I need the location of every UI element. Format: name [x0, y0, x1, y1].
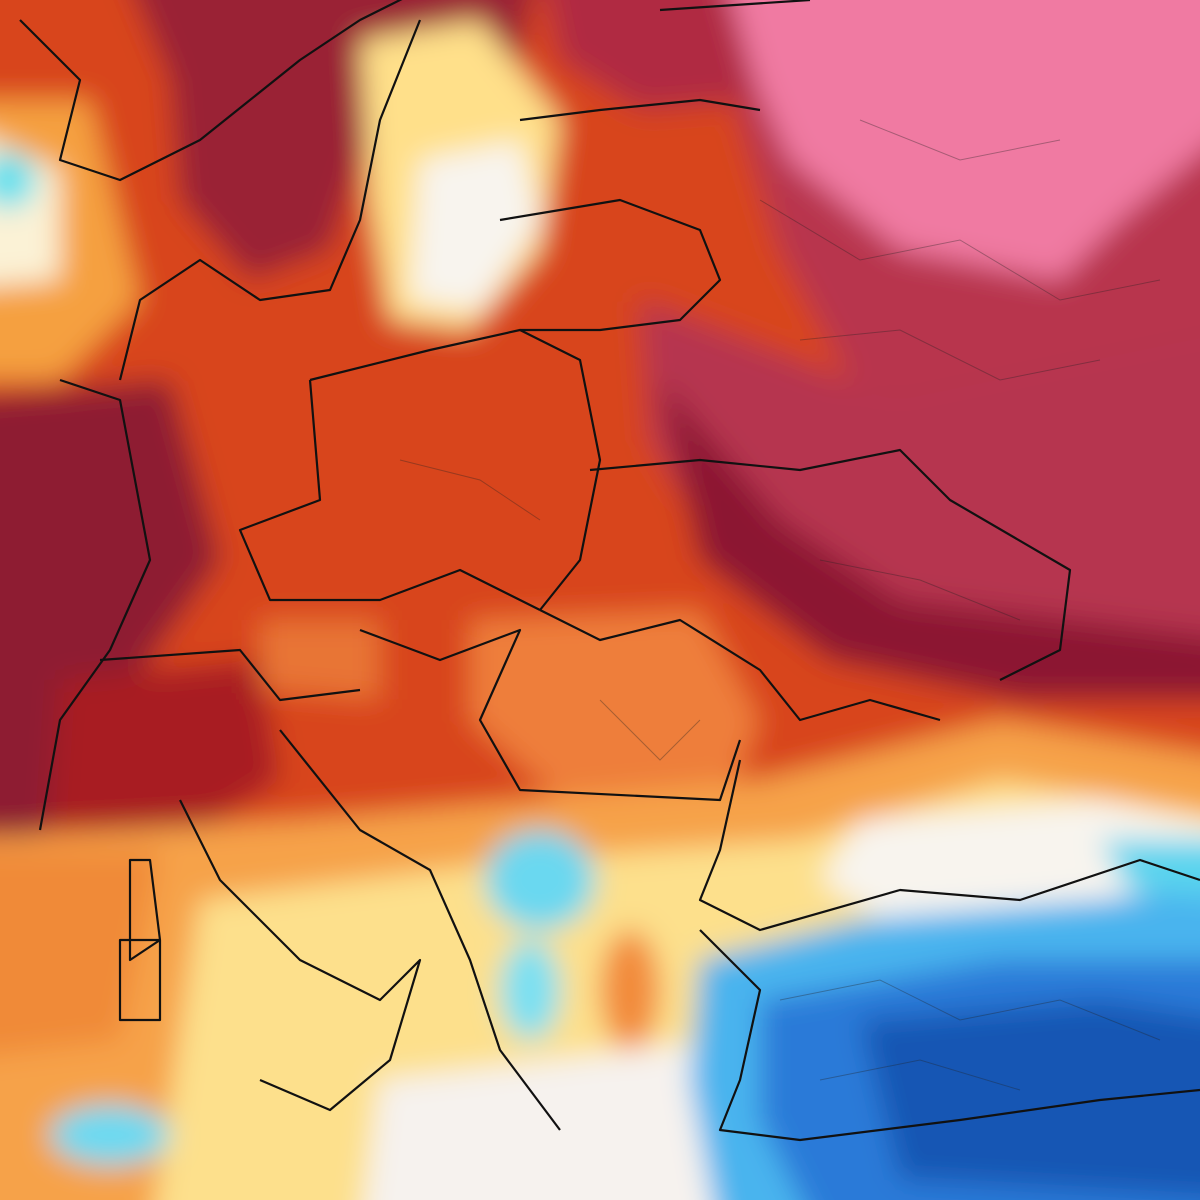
field-sw-cyan — [50, 1105, 170, 1165]
field-aegean-orange — [600, 930, 660, 1050]
field-greece-cyan — [500, 940, 560, 1040]
field-austria-orange — [260, 620, 380, 700]
coast-adriatic — [279, 729, 561, 1131]
coast-anatolia — [699, 929, 1200, 1142]
coast-italy — [179, 799, 422, 1112]
coast-norway — [19, 0, 403, 182]
border-alps — [99, 648, 361, 702]
border-finland — [659, 0, 811, 12]
borders — [19, 0, 1200, 1142]
regional-borders — [399, 119, 1161, 1091]
field-black-sea-white — [820, 800, 1200, 930]
field-pink — [718, 0, 1200, 280]
coast-baltic — [499, 98, 761, 332]
border-poland — [309, 328, 602, 611]
field-baltic-white — [410, 140, 540, 310]
coast-sweden-denmark — [118, 19, 422, 381]
field-med-white — [365, 1040, 752, 1200]
field-blue-dark — [860, 1000, 1200, 1198]
regional-lines — [399, 119, 1161, 761]
coast-islands — [118, 858, 162, 1022]
border-belarus-ukraine — [589, 448, 1072, 681]
field-west-cyan — [0, 152, 36, 208]
coast-black-sea — [698, 759, 1200, 932]
border-germany-czech — [238, 379, 541, 611]
field-finland — [548, 0, 760, 110]
field-france-maroon — [0, 380, 220, 840]
regional-lines-south — [779, 979, 1161, 1091]
field-maroon-east — [640, 300, 1200, 699]
border-romania — [539, 609, 941, 722]
field-caspian-cyan — [1100, 840, 1200, 897]
field-alps-dark — [50, 660, 280, 830]
border-france — [38, 378, 152, 831]
field-macedonia-cyan — [485, 830, 595, 930]
field-balkan-orange — [470, 610, 760, 820]
field-dark-band — [660, 380, 1200, 700]
border-hungary-serbia — [359, 628, 742, 802]
